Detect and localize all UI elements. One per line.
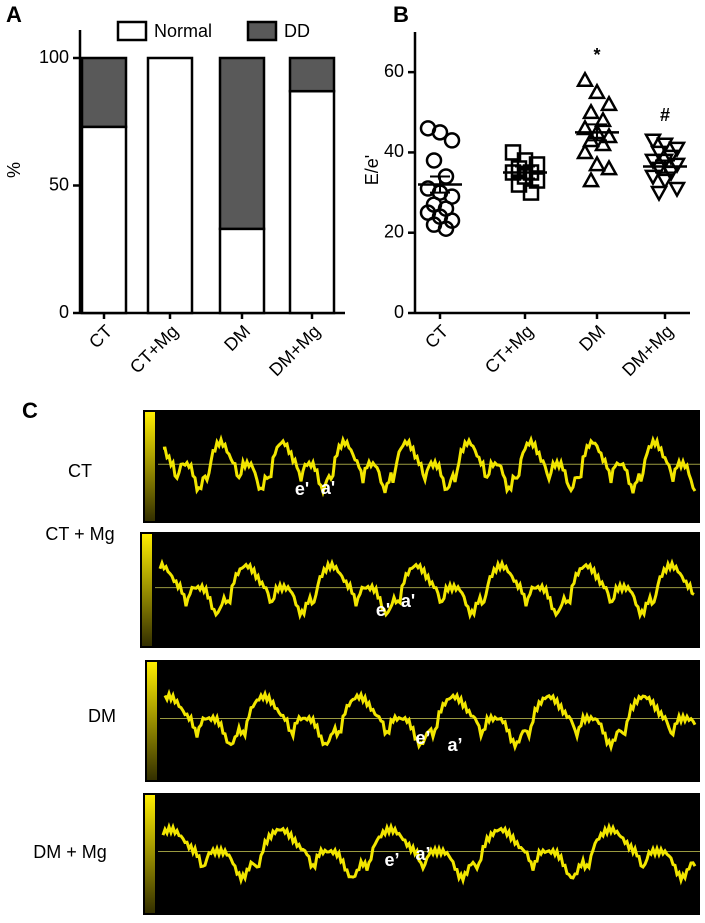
x-tick-label: CT xyxy=(85,321,116,352)
data-point xyxy=(581,102,601,120)
waveform xyxy=(161,821,697,886)
data-point xyxy=(649,185,669,203)
legend-swatch xyxy=(116,20,148,42)
x-tick-label: CT xyxy=(421,321,452,352)
color-scale xyxy=(145,795,155,913)
y-axis-label: % xyxy=(4,162,24,178)
row-label: DM xyxy=(88,706,116,726)
data-point xyxy=(599,94,619,112)
data-point xyxy=(587,82,607,100)
y-tick-label: 0 xyxy=(394,302,404,322)
bar-segment xyxy=(80,56,128,129)
color-scale xyxy=(147,662,157,780)
wave-label: a' xyxy=(401,591,415,611)
data-point xyxy=(593,110,613,128)
waveform xyxy=(163,688,697,753)
wave-label: e’ xyxy=(415,728,430,748)
x-tick-label: DM+Mg xyxy=(265,321,324,380)
color-scale xyxy=(142,534,152,646)
data-point xyxy=(661,149,681,167)
x-tick-label: DM xyxy=(220,321,254,355)
data-point xyxy=(643,169,663,187)
data-point xyxy=(437,220,455,237)
data-point xyxy=(655,173,675,191)
row-label: DM + Mg xyxy=(33,842,107,862)
waveform xyxy=(162,434,697,498)
data-point xyxy=(667,141,687,158)
data-point xyxy=(431,124,449,141)
data-point xyxy=(575,142,595,160)
data-point xyxy=(667,157,687,175)
wave-label: a’ xyxy=(415,844,430,864)
row-label: CT + Mg xyxy=(45,524,114,544)
y-tick-label: 0 xyxy=(59,302,69,322)
y-tick-label: 40 xyxy=(384,141,404,161)
doppler-image xyxy=(143,793,700,915)
y-axis-label: E/e' xyxy=(362,155,382,185)
y-tick-label: 100 xyxy=(39,47,69,67)
wave-label: e' xyxy=(295,479,309,499)
x-tick-label: CT+Mg xyxy=(481,321,537,377)
data-point xyxy=(649,161,669,179)
data-point xyxy=(581,170,601,188)
data-point xyxy=(643,133,663,150)
doppler-image xyxy=(145,660,700,782)
x-tick-label: DM xyxy=(575,321,609,355)
data-point xyxy=(425,152,443,169)
legend-label: Normal xyxy=(154,21,212,41)
data-point xyxy=(599,158,619,176)
significance-mark: * xyxy=(593,45,600,65)
waveform xyxy=(158,558,695,621)
data-point xyxy=(649,145,669,163)
data-point xyxy=(655,137,675,154)
data-point xyxy=(667,181,687,199)
color-scale xyxy=(145,412,155,521)
wave-label: e’ xyxy=(384,850,399,870)
row-label: CT xyxy=(68,461,92,481)
data-point xyxy=(599,126,619,144)
bar-segment xyxy=(218,227,266,315)
legend-label: DD xyxy=(284,21,310,41)
y-tick-label: 20 xyxy=(384,221,404,241)
data-point xyxy=(575,118,595,136)
data-point xyxy=(443,132,461,149)
data-point xyxy=(522,184,540,201)
data-point xyxy=(593,134,613,152)
wave-label: a' xyxy=(321,478,335,498)
bar-segment xyxy=(218,56,266,231)
bar-segment xyxy=(288,56,336,93)
wave-label: e' xyxy=(376,600,390,620)
legend-swatch xyxy=(246,20,278,42)
panel-label: C xyxy=(22,398,38,423)
bar-segment xyxy=(80,125,128,315)
panel-label: A xyxy=(6,2,22,27)
y-tick-label: 60 xyxy=(384,61,404,81)
data-point xyxy=(587,154,607,172)
data-point xyxy=(575,70,595,88)
significance-mark: # xyxy=(660,105,670,125)
bar-segment xyxy=(288,89,336,315)
y-tick-label: 50 xyxy=(49,174,69,194)
bar-segment xyxy=(146,56,194,315)
panel-label: B xyxy=(393,2,409,27)
x-tick-label: DM+Mg xyxy=(618,321,677,380)
x-tick-label: CT+Mg xyxy=(126,321,182,377)
wave-label: a’ xyxy=(447,735,462,755)
